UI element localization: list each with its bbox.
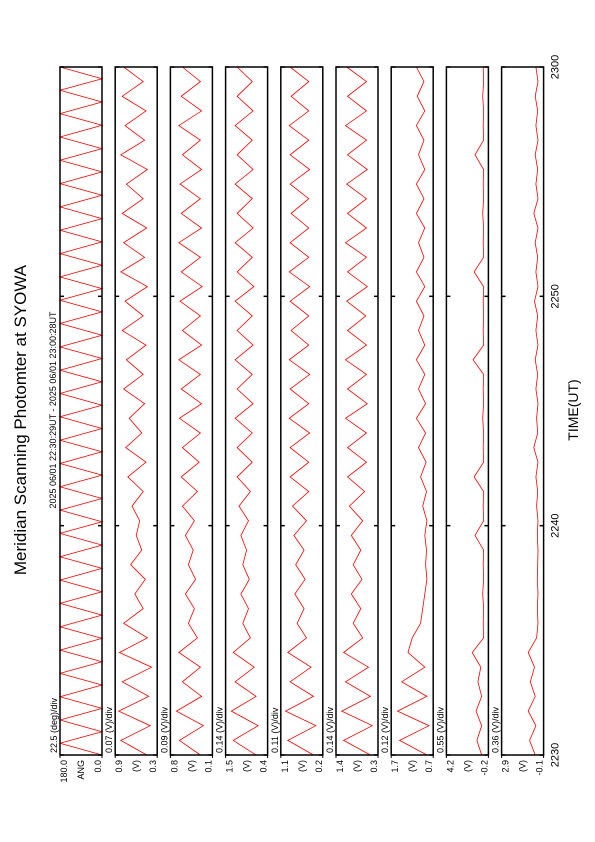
y-tick-label: 1.5 <box>225 760 235 773</box>
panel-frame <box>335 66 379 756</box>
data-line <box>396 66 430 756</box>
y-tick-label: 1.1 <box>280 760 290 773</box>
panel-frame <box>59 66 103 756</box>
y-tick-label: 0.7 <box>424 760 434 773</box>
data-line <box>471 66 485 756</box>
y-tick-label: 1.7 <box>390 760 400 773</box>
y-tick-label: 0.2 <box>314 760 324 773</box>
panel-frame <box>280 66 324 756</box>
y-tick-label: -0.1 <box>535 760 545 776</box>
data-line <box>527 66 539 756</box>
y-tick-label: 180.0 <box>59 760 69 783</box>
scale-label: 0.07 (V)/div <box>104 706 114 753</box>
y-tick-label: 0.3 <box>369 760 379 773</box>
data-line <box>117 66 153 756</box>
scale-label: 0.36 (V)/div <box>491 706 501 753</box>
y-axis-label: (V) <box>352 760 362 772</box>
y-tick-label: 0.8 <box>169 760 179 773</box>
y-tick-label: 0.9 <box>114 760 124 773</box>
y-tick-label: 0.4 <box>259 760 269 773</box>
y-tick-label: -0.2 <box>479 760 489 776</box>
x-tick-label: 2300 <box>550 55 562 79</box>
y-axis-label: ANG <box>76 760 86 780</box>
y-axis-label: (V) <box>297 760 307 772</box>
rotated-plot: Meridian Scanning Photomter at SYOWA 202… <box>11 55 581 783</box>
scale-label: 0.55 (V)/div <box>435 706 445 753</box>
y-axis-label: (V) <box>131 760 141 772</box>
data-line <box>58 66 104 756</box>
panel-frame <box>224 66 269 756</box>
y-tick-label: 2.9 <box>501 760 511 773</box>
chart-title: Meridian Scanning Photomter at SYOWA <box>11 264 30 575</box>
x-tick-label: 2240 <box>550 513 562 537</box>
panel-frame <box>500 66 545 756</box>
panel-frame <box>114 66 158 756</box>
y-tick-label: 0.0 <box>93 760 103 773</box>
y-tick-label: 0.1 <box>203 760 213 773</box>
scale-label: 0.14 (V)/div <box>215 706 225 753</box>
y-tick-label: 0.3 <box>148 760 158 773</box>
x-tick-label: 2250 <box>550 284 562 308</box>
y-axis-label: (V) <box>462 760 472 772</box>
y-axis-label: (V) <box>186 760 196 772</box>
scale-label: 0.09 (V)/div <box>159 706 169 753</box>
scale-label: 22.5 (deg)/div <box>49 697 59 753</box>
x-tick-label: 2230 <box>550 743 562 767</box>
y-tick-label: 1.4 <box>335 760 345 773</box>
y-axis-label: (V) <box>242 760 252 772</box>
y-tick-label: 4.2 <box>445 760 455 773</box>
data-line <box>175 66 205 756</box>
scale-label: 0.11 (V)/div <box>270 707 280 753</box>
chart-subtitle: 2025 06/01 22:30:29UT - 2025 06/01 23:00… <box>48 311 58 508</box>
data-line <box>284 66 317 756</box>
panel-frame <box>445 66 490 756</box>
scale-label: 0.12 (V)/div <box>380 706 390 753</box>
data-line <box>230 66 259 756</box>
y-axis-label: (V) <box>518 760 528 772</box>
y-axis-label: (V) <box>407 760 417 772</box>
x-axis-label: TIME(UT) <box>565 379 581 440</box>
panel-frame <box>169 66 214 756</box>
data-line <box>340 66 374 756</box>
panel-frame <box>390 66 434 756</box>
scale-label: 0.14 (V)/div <box>325 706 335 753</box>
